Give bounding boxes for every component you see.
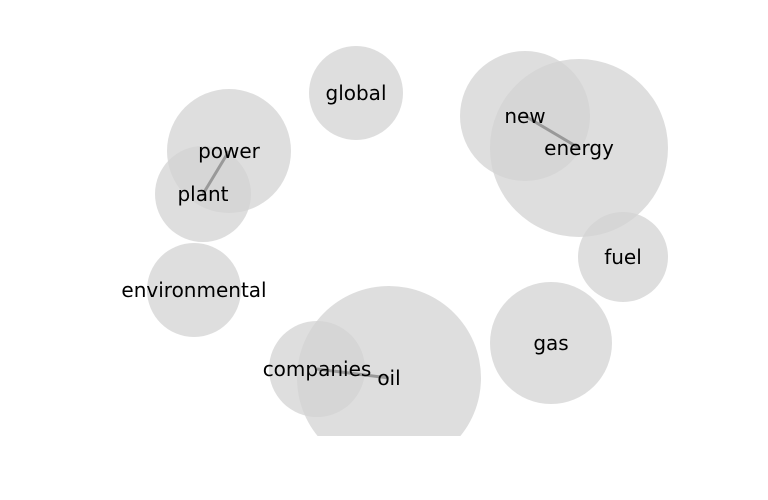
label-companies: companies — [263, 357, 372, 381]
bubble-gas — [490, 282, 612, 404]
label-global: global — [326, 81, 387, 105]
bubble-global — [309, 46, 403, 140]
label-environmental: environmental — [121, 278, 266, 302]
label-new: new — [504, 104, 545, 128]
label-plant: plant — [177, 182, 228, 206]
bubble-layer — [147, 46, 668, 436]
label-layer: global power plant environmental new energy fu… — [121, 81, 641, 390]
bubble-fuel — [578, 212, 668, 302]
link-new-energy — [524, 114, 580, 150]
label-energy: energy — [544, 136, 614, 160]
link-companies-oil — [316, 367, 390, 380]
label-gas: gas — [533, 331, 568, 355]
label-power: power — [198, 139, 261, 163]
bubble-environmental — [147, 243, 241, 337]
link-power-plant — [201, 150, 231, 195]
link-layer — [201, 114, 580, 380]
label-fuel: fuel — [604, 245, 642, 269]
label-oil: oil — [377, 366, 400, 390]
